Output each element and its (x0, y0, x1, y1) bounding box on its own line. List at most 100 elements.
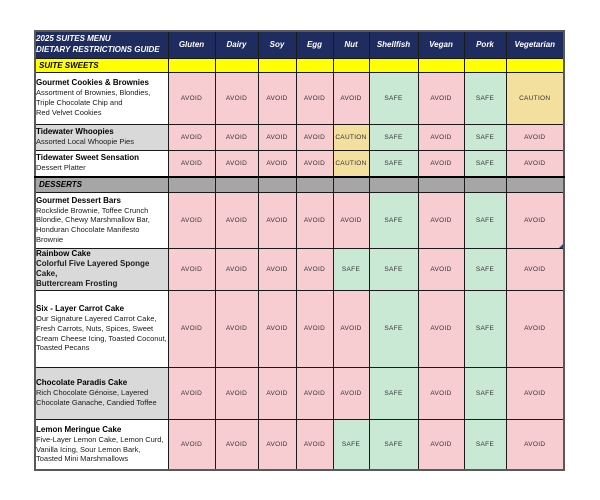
restriction-cell-dairy: AVOID (214, 149, 259, 178)
item-description: Assortment of Brownies, Blondies, Triple… (36, 88, 151, 117)
restriction-cell-dairy: AVOID (214, 123, 259, 151)
restriction-cell-pork: SAFE (463, 289, 507, 368)
restriction-cell-vegetarian: AVOID (505, 247, 565, 291)
column-header-egg: Egg (295, 30, 334, 59)
table-title: 2025 SUITES MENU DIETARY RESTRICTIONS GUI… (34, 30, 169, 59)
menu-item-row-tidewater-sweet-sensation: Tidewater Sweet Sensation Dessert Platter… (34, 149, 565, 178)
item-label-cell: Gourmet Dessert Bars Rockslide Brownie, T… (34, 191, 169, 249)
section-band-cell-pork (463, 176, 507, 193)
restriction-cell-dairy: AVOID (214, 366, 259, 420)
restriction-cell-nut: SAFE (332, 247, 370, 291)
restriction-cell-shellfish: SAFE (368, 123, 419, 151)
menu-item-row-tidewater-whoopies: Tidewater Whoopies Assorted Local Whoopie… (34, 123, 565, 151)
item-name: Gourmet Dessert Bars (36, 195, 121, 205)
restriction-cell-vegan: AVOID (417, 149, 465, 178)
restriction-cell-nut: CAUTION (332, 149, 370, 178)
restriction-cell-egg: AVOID (295, 123, 334, 151)
restriction-cell-vegetarian: AVOID (505, 418, 565, 471)
restriction-cell-vegan: AVOID (417, 289, 465, 368)
item-description: Assorted Local Whoopie Pies (36, 137, 134, 147)
table-title-line1: 2025 SUITES MENU (36, 33, 111, 43)
item-name: Chocolate Paradis Cake (36, 378, 128, 388)
restriction-cell-shellfish: SAFE (368, 71, 419, 125)
section-band-cell-dairy (214, 176, 259, 193)
restriction-cell-gluten: AVOID (167, 123, 216, 151)
restriction-cell-dairy: AVOID (214, 289, 259, 368)
restriction-cell-dairy: AVOID (214, 191, 259, 249)
section-band-suite-sweets: SUITE SWEETS (34, 57, 565, 73)
section-band-cell-vegetarian (505, 57, 565, 73)
restriction-cell-soy: AVOID (257, 247, 297, 291)
restriction-cell-gluten: AVOID (167, 247, 216, 291)
item-label-cell: Six - Layer Carrot Cake Our Signature Lay… (34, 289, 169, 368)
section-band-cell-gluten (167, 176, 216, 193)
column-header-vegetarian: Vegetarian (505, 30, 565, 59)
restriction-cell-shellfish: SAFE (368, 418, 419, 471)
column-header-nut: Nut (332, 30, 370, 59)
item-name: Rainbow Cake (36, 248, 91, 258)
column-header-vegan: Vegan (417, 30, 465, 59)
restriction-cell-vegan: AVOID (417, 71, 465, 125)
column-header-dairy: Dairy (214, 30, 259, 59)
column-header-gluten: Gluten (167, 30, 216, 59)
restriction-cell-pork: SAFE (463, 418, 507, 471)
section-band-cell-gluten (167, 57, 216, 73)
menu-item-row-rainbow-cake: Rainbow Cake Colorful Five Layered Sponge… (34, 247, 565, 291)
restriction-cell-egg: AVOID (295, 71, 334, 125)
item-name: Tidewater Sweet Sensation (36, 153, 139, 163)
section-band-desserts: DESSERTS (34, 176, 565, 193)
restriction-cell-shellfish: SAFE (368, 247, 419, 291)
section-band-cell-shellfish (368, 57, 419, 73)
section-band-cell-pork (463, 57, 507, 73)
restriction-cell-dairy: AVOID (214, 418, 259, 471)
restriction-cell-soy: AVOID (257, 418, 297, 471)
menu-item-row-gourmet-cookies-brownies: Gourmet Cookies & Brownies Assortment of … (34, 71, 565, 125)
restriction-cell-vegetarian: AVOID (505, 123, 565, 151)
restriction-cell-vegetarian: CAUTION (505, 71, 565, 125)
item-name: Lemon Meringue Cake (36, 424, 122, 434)
restriction-cell-nut: AVOID (332, 71, 370, 125)
column-header-soy: Soy (257, 30, 297, 59)
item-name: Gourmet Cookies & Brownies (36, 78, 149, 88)
column-header-pork: Pork (463, 30, 507, 59)
section-band-cell-vegan (417, 176, 465, 193)
dietary-table: 2025 SUITES MENU DIETARY RESTRICTIONS GUI… (34, 30, 565, 472)
menu-item-row-six-layer-carrot-cake: Six - Layer Carrot Cake Our Signature Lay… (34, 289, 565, 368)
item-description: Rockslide Brownie, Toffee Crunch Blondie… (36, 205, 150, 244)
restriction-cell-pork: SAFE (463, 247, 507, 291)
section-band-cell-egg (295, 57, 334, 73)
section-label-suite-sweets: SUITE SWEETS (34, 57, 169, 73)
restriction-cell-soy: AVOID (257, 289, 297, 368)
restriction-cell-pork: SAFE (463, 149, 507, 178)
restriction-cell-soy: AVOID (257, 191, 297, 249)
item-label-cell: Tidewater Whoopies Assorted Local Whoopie… (34, 123, 169, 151)
section-band-cell-soy (257, 57, 297, 73)
table-title-line2: DIETARY RESTRICTIONS GUIDE (36, 44, 160, 54)
restriction-cell-egg: AVOID (295, 247, 334, 291)
restriction-cell-pork: SAFE (463, 366, 507, 420)
cell-corner-marker (559, 243, 563, 247)
restriction-cell-gluten: AVOID (167, 366, 216, 420)
restriction-cell-nut: AVOID (332, 366, 370, 420)
item-description: Dessert Platter (36, 163, 86, 173)
section-band-cell-nut (332, 176, 370, 193)
restriction-cell-shellfish: SAFE (368, 191, 419, 249)
table-header: 2025 SUITES MENU DIETARY RESTRICTIONS GUI… (34, 30, 565, 59)
section-band-cell-dairy (214, 57, 259, 73)
table-body: SUITE SWEETS Gourmet Cookies & Brownies As… (34, 57, 565, 471)
restriction-cell-vegetarian: AVOID (505, 149, 565, 178)
section-band-cell-vegetarian (505, 176, 565, 193)
item-label-cell: Lemon Meringue Cake Five-Layer Lemon Cake… (34, 418, 169, 471)
restriction-cell-egg: AVOID (295, 149, 334, 178)
restriction-cell-dairy: AVOID (214, 247, 259, 291)
section-band-cell-egg (295, 176, 334, 193)
item-label-cell: Rainbow Cake Colorful Five Layered Sponge… (34, 247, 169, 291)
restriction-cell-vegan: AVOID (417, 123, 465, 151)
restriction-cell-egg: AVOID (295, 366, 334, 420)
section-band-cell-nut (332, 57, 370, 73)
item-description: Colorful Five Layered Sponge Cake, Butte… (36, 258, 150, 289)
menu-item-row-lemon-meringue-cake: Lemon Meringue Cake Five-Layer Lemon Cake… (34, 418, 565, 471)
restriction-cell-vegetarian: AVOID (505, 191, 565, 249)
table-header-row: 2025 SUITES MENU DIETARY RESTRICTIONS GUI… (34, 30, 565, 59)
item-name: Tidewater Whoopies (36, 127, 114, 137)
